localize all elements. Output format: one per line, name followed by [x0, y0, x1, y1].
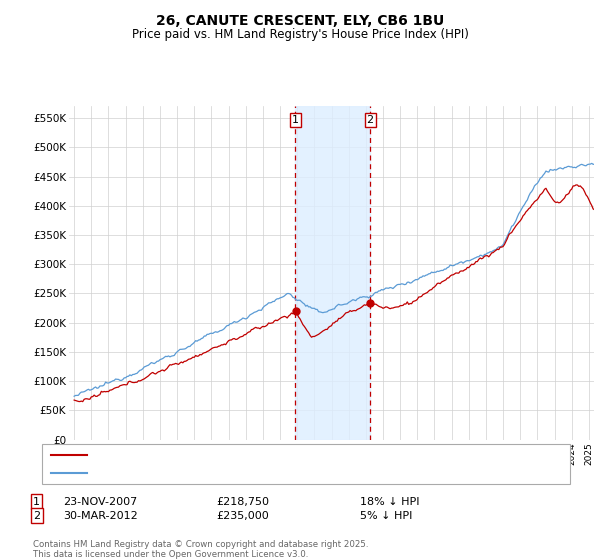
Text: 26, CANUTE CRESCENT, ELY, CB6 1BU: 26, CANUTE CRESCENT, ELY, CB6 1BU [156, 14, 444, 28]
Text: 26, CANUTE CRESCENT, ELY, CB6 1BU (detached house): 26, CANUTE CRESCENT, ELY, CB6 1BU (detac… [96, 450, 388, 460]
Text: £235,000: £235,000 [216, 511, 269, 521]
Text: 30-MAR-2012: 30-MAR-2012 [63, 511, 138, 521]
Text: Contains HM Land Registry data © Crown copyright and database right 2025.
This d: Contains HM Land Registry data © Crown c… [33, 540, 368, 559]
Text: Price paid vs. HM Land Registry's House Price Index (HPI): Price paid vs. HM Land Registry's House … [131, 28, 469, 41]
Text: £218,750: £218,750 [216, 497, 269, 507]
Text: 5% ↓ HPI: 5% ↓ HPI [360, 511, 412, 521]
Text: 2: 2 [33, 511, 40, 521]
Text: 18% ↓ HPI: 18% ↓ HPI [360, 497, 419, 507]
Text: 2: 2 [367, 115, 374, 125]
Bar [295, 106, 370, 440]
Text: HPI: Average price, detached house, East Cambridgeshire: HPI: Average price, detached house, East… [96, 468, 398, 478]
Text: 1: 1 [33, 497, 40, 507]
Text: 23-NOV-2007: 23-NOV-2007 [63, 497, 137, 507]
Text: 1: 1 [292, 115, 299, 125]
